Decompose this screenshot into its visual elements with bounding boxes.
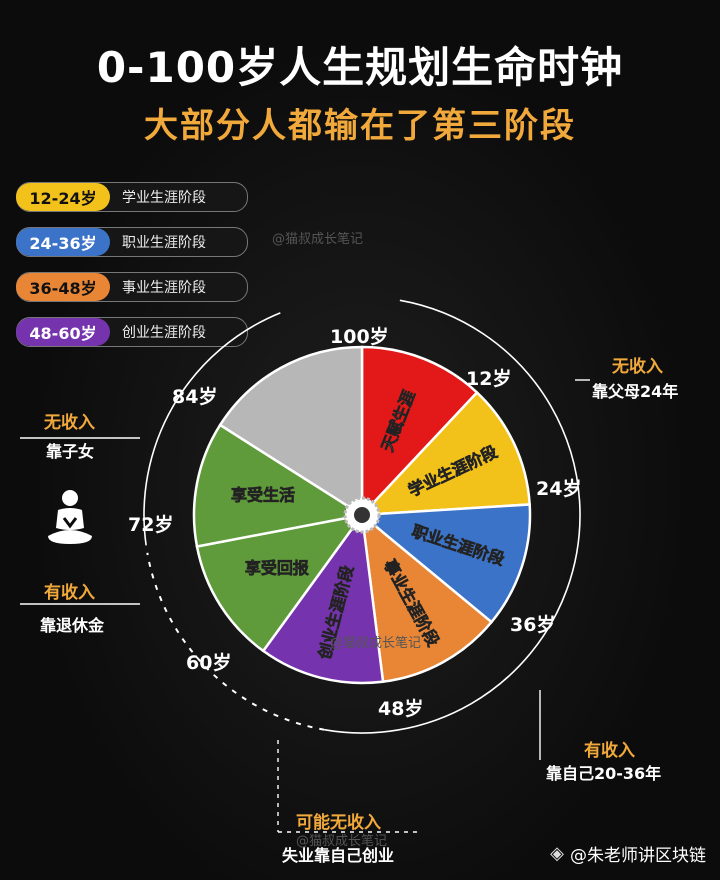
age-marker-24: 24岁 [536, 478, 582, 500]
brand-signature: ◈ @朱老师讲区块链 [550, 841, 706, 866]
annotation-top-right-detail: 靠父母24年 [592, 382, 679, 401]
annotation-bottom-status: 可能无收入 [296, 813, 381, 833]
binance-icon: ◈ [550, 843, 564, 864]
legend-label: 创业生涯阶段 [122, 325, 206, 341]
clock-segment [360, 345, 479, 519]
legend-label: 学业生涯阶段 [122, 190, 206, 206]
age-marker-100: 100岁 [330, 326, 389, 348]
meditation-person-icon [48, 490, 92, 544]
clock-segment [261, 511, 385, 685]
annotation-bottom-detail: 失业靠自己创业 [282, 846, 395, 865]
age-marker-60: 60岁 [186, 652, 232, 674]
legend-item-job: 24-36岁 职业生涯阶段 [16, 227, 248, 257]
watermark-2: @猫叔成长笔记 [330, 636, 422, 651]
annotation-left-top-detail: 靠子女 [46, 442, 95, 461]
legend-range: 12-24岁 [16, 183, 110, 211]
annotation-left-bottom-status: 有收入 [44, 583, 95, 603]
clock-center [343, 496, 381, 534]
outer-arc-left [143, 312, 281, 546]
watermark: @猫叔成长笔记 [272, 232, 364, 247]
annotation-top-right-status: 无收入 [612, 357, 663, 377]
outer-arc-right [324, 589, 568, 734]
clock-segment [218, 345, 364, 518]
legend-label: 事业生涯阶段 [122, 280, 206, 296]
outer-arcs [20, 299, 590, 833]
annotation-left-bottom-detail: 靠退休金 [40, 616, 105, 635]
clock-hub-center [354, 507, 370, 523]
annotation-bottom-right-status: 有收入 [584, 741, 635, 761]
legend: 12-24岁 学业生涯阶段 24-36岁 职业生涯阶段 36-48岁 事业生涯阶… [16, 182, 248, 362]
legend-range: 48-60岁 [16, 318, 110, 346]
annotation-left-top-status: 无收入 [44, 413, 95, 433]
age-marker-84: 84岁 [172, 386, 218, 408]
legend-range: 24-36岁 [16, 228, 110, 256]
clock-segment [358, 390, 531, 517]
legend-item-startup: 48-60岁 创业生涯阶段 [16, 317, 248, 347]
clock-segment-label: 享受生活 [231, 486, 295, 505]
page-title: 0-100岁人生规划生命时钟 [96, 43, 624, 92]
legend-range: 36-48岁 [16, 273, 110, 301]
clock-segment [360, 512, 494, 684]
legend-item-career: 36-48岁 事业生涯阶段 [16, 272, 248, 302]
clock-segment [192, 423, 366, 548]
outer-arc-bottom-dashed [146, 552, 325, 731]
clock-segment [195, 513, 365, 653]
clock-segment-label: 享受回报 [245, 559, 309, 578]
watermark-3: @猫叔成长笔记 [296, 834, 388, 849]
age-marker-48: 48岁 [378, 698, 424, 720]
age-marker-36: 36岁 [510, 614, 556, 636]
clock-segments [192, 345, 532, 685]
age-marker-12: 12岁 [466, 368, 512, 390]
legend-label: 职业生涯阶段 [122, 235, 206, 251]
legend-item-study: 12-24岁 学业生涯阶段 [16, 182, 248, 212]
age-marker-72: 72岁 [128, 514, 174, 536]
annotation-bottom-right-detail: 靠自己20-36年 [546, 764, 662, 783]
clock-segment [358, 503, 532, 624]
outer-arc-top-right [399, 299, 581, 590]
page-subtitle: 大部分人都输在了第三阶段 [144, 106, 576, 146]
brand-text: @朱老师讲区块链 [570, 846, 706, 866]
